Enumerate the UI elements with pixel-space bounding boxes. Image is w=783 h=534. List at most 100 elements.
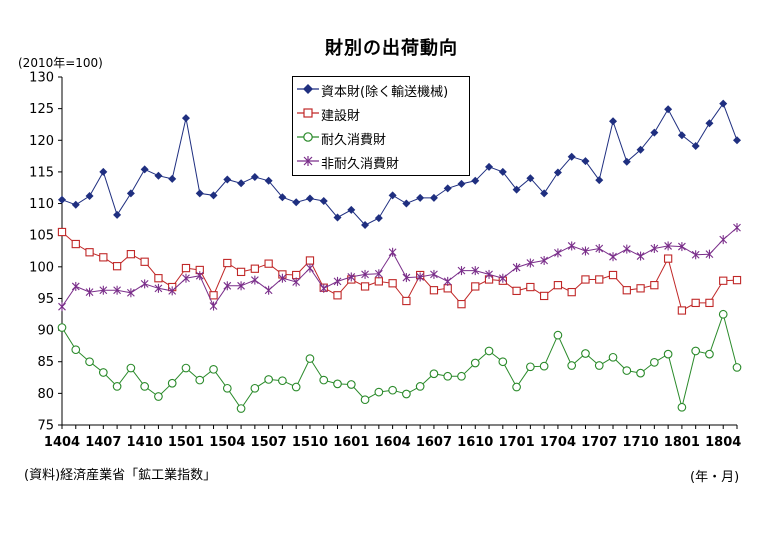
data-point: [443, 371, 453, 381]
x-tick-label: 1707: [581, 435, 617, 450]
data-point: [98, 368, 108, 377]
data-point: [140, 279, 149, 289]
data-point: [622, 366, 632, 375]
x-tick-label: 1607: [416, 435, 452, 450]
data-point: [719, 235, 728, 245]
legend-label: 耐久消費財: [321, 133, 387, 148]
data-point: [595, 243, 604, 253]
data-point: [168, 286, 177, 296]
series-line: [61, 231, 738, 312]
data-point: [608, 270, 618, 280]
data-point: [113, 210, 122, 219]
data-point: [278, 376, 287, 386]
data-point: [250, 383, 260, 393]
data-point: [140, 382, 150, 391]
data-point: [732, 363, 742, 372]
data-point: [471, 266, 480, 276]
legend-symbol-diamond: [297, 84, 319, 94]
y-tick-label: 120: [29, 134, 54, 149]
data-point: [250, 264, 260, 273]
data-point: [553, 281, 563, 290]
data-point: [526, 362, 535, 372]
data-point: [567, 241, 576, 251]
data-point: [650, 243, 659, 253]
data-point: [526, 258, 535, 268]
data-point: [140, 165, 149, 174]
legend-symbol-star: [297, 156, 319, 166]
data-point: [650, 281, 659, 290]
legend-symbol-square: [297, 108, 319, 118]
x-axis-unit: (年・月): [690, 470, 740, 485]
data-point: [237, 281, 245, 291]
data-point: [126, 189, 135, 198]
data-point: [485, 269, 493, 279]
data-point: [691, 298, 700, 308]
data-point: [636, 284, 645, 293]
data-point: [512, 262, 521, 272]
data-point: [608, 352, 618, 362]
data-point: [402, 296, 411, 306]
data-point: [719, 276, 728, 285]
data-point: [333, 379, 342, 389]
data-point: [168, 174, 177, 183]
data-point: [236, 267, 246, 277]
data-point: [581, 349, 590, 358]
data-point: [429, 193, 438, 202]
data-point: [650, 128, 659, 137]
data-point: [539, 291, 549, 301]
data-point: [195, 271, 204, 281]
x-tick-label: 1404: [44, 435, 80, 450]
data-point: [209, 291, 218, 300]
data-point: [553, 330, 563, 340]
data-point: [71, 239, 80, 249]
data-point: [278, 273, 287, 283]
data-point: [58, 195, 66, 204]
data-point: [154, 171, 163, 180]
series-3: [58, 223, 741, 312]
legend-item-construction-goods: 建設財: [293, 103, 471, 124]
data-point: [181, 263, 191, 273]
data-point: [609, 252, 617, 262]
data-point: [237, 179, 246, 188]
data-point: [388, 247, 397, 257]
data-point: [181, 363, 191, 373]
data-point: [677, 131, 686, 140]
data-point: [718, 309, 728, 319]
data-point: [347, 205, 356, 214]
data-point: [99, 285, 108, 295]
data-point: [195, 375, 205, 385]
data-point: [429, 369, 439, 379]
data-point: [498, 273, 507, 283]
data-point: [250, 172, 259, 181]
data-point: [664, 241, 673, 251]
data-point: [388, 191, 397, 200]
data-point: [140, 257, 149, 266]
data-point: [99, 167, 108, 176]
data-point: [402, 199, 411, 208]
data-point: [705, 119, 714, 128]
x-tick-label: 1504: [209, 435, 245, 450]
y-tick-label: 80: [37, 387, 54, 402]
data-point: [264, 375, 273, 384]
data-point: [691, 346, 701, 356]
data-point: [85, 248, 94, 257]
data-point: [223, 258, 232, 268]
legend-label: 資本財(除く輸送機械): [321, 85, 449, 100]
data-point: [732, 275, 742, 285]
y-tick-label: 95: [37, 292, 54, 307]
series-2: [57, 309, 742, 413]
data-point: [58, 302, 66, 312]
legend-item-capital-goods: 資本財(除く輸送機械): [293, 79, 471, 100]
data-point: [719, 99, 728, 108]
data-point: [691, 141, 700, 150]
x-tick-label: 1604: [375, 435, 411, 450]
data-point: [678, 242, 686, 252]
data-point: [222, 383, 232, 393]
data-point: [306, 263, 314, 273]
data-point: [581, 246, 590, 256]
data-point: [457, 371, 466, 381]
data-point: [471, 282, 480, 291]
data-point: [388, 279, 397, 288]
data-point: [305, 194, 314, 203]
